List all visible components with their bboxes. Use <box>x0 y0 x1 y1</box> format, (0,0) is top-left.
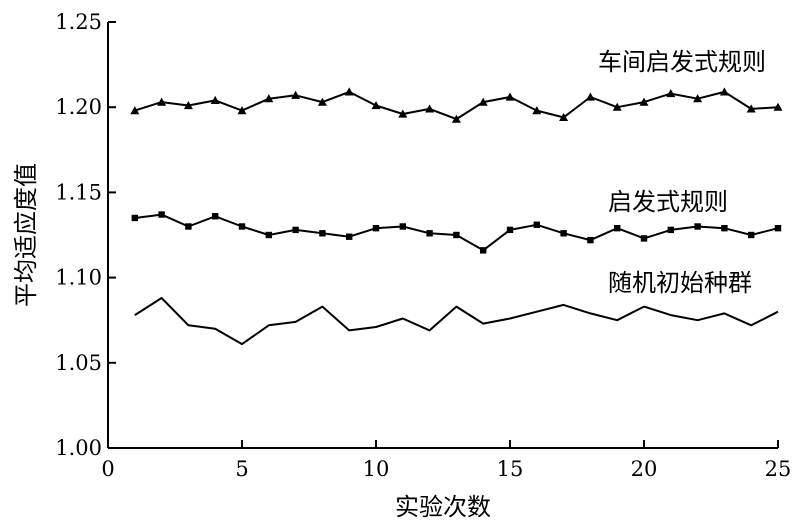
data-point-triangle <box>719 87 729 96</box>
data-point-square <box>506 226 514 234</box>
data-point-square <box>212 213 219 220</box>
data-point-square <box>158 211 165 218</box>
data-point-triangle <box>585 92 595 101</box>
series-label-heuristic: 启发式规则 <box>608 188 728 216</box>
data-point-triangle <box>130 106 140 115</box>
data-point-square <box>533 221 540 228</box>
data-point-square <box>319 230 326 237</box>
y-tick-label: 1.20 <box>55 95 102 119</box>
data-point-triangle <box>425 104 435 113</box>
data-point-square <box>426 230 433 237</box>
data-point-triangle <box>344 87 354 96</box>
data-point-triangle <box>746 104 756 113</box>
data-point-square <box>721 224 728 232</box>
data-point-square <box>480 247 487 254</box>
data-point-triangle <box>532 106 542 115</box>
x-axis-label: 实验次数 <box>395 493 491 521</box>
x-tick-label: 10 <box>363 457 390 481</box>
data-point-triangle <box>317 97 327 106</box>
data-point-triangle <box>559 112 569 122</box>
data-point-square <box>265 231 272 239</box>
y-tick-label: 1.00 <box>55 436 102 460</box>
x-tick-label: 20 <box>631 457 658 481</box>
data-point-triangle <box>398 109 408 118</box>
data-point-square <box>346 233 353 240</box>
data-point-triangle <box>666 89 676 98</box>
x-tick-label: 25 <box>765 457 792 481</box>
data-point-triangle <box>505 92 515 101</box>
data-point-triangle <box>612 102 622 111</box>
data-point-square <box>560 230 567 237</box>
data-point-triangle <box>478 97 488 106</box>
x-tick-label: 15 <box>497 457 524 481</box>
data-point-triangle <box>264 94 274 103</box>
x-tick-label: 0 <box>101 457 114 481</box>
data-point-square <box>131 214 138 222</box>
data-point-square <box>748 231 755 239</box>
data-point-triangle <box>773 102 783 111</box>
y-tick-label: 1.10 <box>55 266 102 290</box>
data-point-triangle <box>451 114 461 123</box>
data-point-square <box>453 231 460 239</box>
data-point-triangle <box>210 95 220 104</box>
data-point-triangle <box>639 97 649 106</box>
y-tick-label: 1.05 <box>55 351 102 375</box>
data-point-square <box>238 223 246 230</box>
data-point-triangle <box>183 100 193 110</box>
data-point-square <box>185 223 192 230</box>
data-point-square <box>667 226 674 234</box>
data-point-square <box>614 224 621 232</box>
data-point-square <box>399 223 406 230</box>
data-point-square <box>587 236 594 244</box>
axes: 0 5 10 15 20 25 1.00 1.05 1.10 1.15 1.20 1.25 <box>55 10 791 481</box>
data-point-square <box>694 223 701 230</box>
series-group <box>130 87 783 346</box>
x-tick-label: 5 <box>235 457 248 481</box>
series-label-workshop-heuristic: 车间启发式规则 <box>598 48 766 76</box>
data-point-triangle <box>291 90 301 99</box>
data-point-square <box>292 226 299 234</box>
y-axis-label: 平均适应度值 <box>12 163 40 307</box>
data-point-triangle <box>157 97 167 106</box>
data-point-square <box>640 235 648 242</box>
y-tick-label: 1.15 <box>55 180 102 204</box>
series-label-random-population: 随机初始种群 <box>608 269 752 297</box>
data-point-triangle <box>237 106 247 115</box>
data-point-square <box>774 224 782 232</box>
data-point-triangle <box>371 100 381 110</box>
data-point-square <box>372 224 380 232</box>
y-tick-label: 1.25 <box>55 10 102 34</box>
data-point-triangle <box>693 94 703 103</box>
labels-group: 实验次数 平均适应度值 车间启发式规则 启发式规则 随机初始种群 <box>12 48 766 521</box>
series-line <box>134 297 779 346</box>
